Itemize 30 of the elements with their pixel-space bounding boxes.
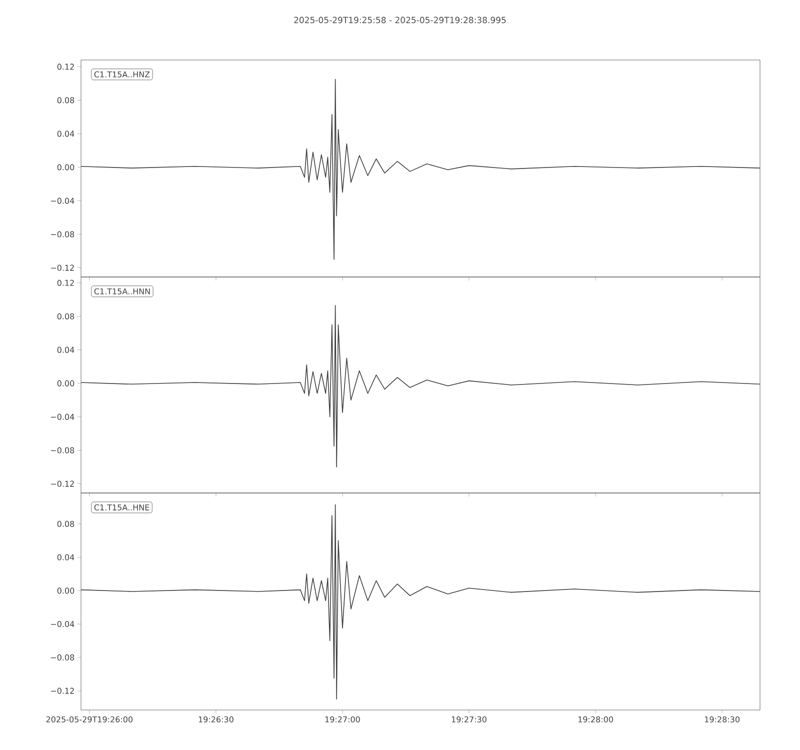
x-tick-label: 19:27:00 bbox=[325, 716, 360, 722]
y-tick-label: −0.04 bbox=[50, 621, 74, 628]
y-tick-label: −0.08 bbox=[50, 654, 74, 660]
y-tick-label: −0.04 bbox=[50, 414, 74, 420]
y-tick-label: −0.08 bbox=[50, 447, 74, 454]
y-tick-label: −0.12 bbox=[50, 264, 74, 271]
y-tick-label: 0.08 bbox=[57, 97, 74, 104]
x-tick-label: 19:27:30 bbox=[452, 716, 486, 722]
y-tick-label: 0.04 bbox=[57, 346, 74, 353]
chart-title: 2025-05-29T19:25:58 - 2025-05-29T19:28:38.995 bbox=[294, 16, 506, 24]
y-tick-label: 0.00 bbox=[57, 588, 74, 594]
x-tick-label: 19:28:30 bbox=[704, 716, 740, 722]
y-tick-label: −0.04 bbox=[50, 198, 74, 204]
x-tick-label: 19:28:00 bbox=[578, 716, 613, 722]
y-tick-label: 0.08 bbox=[57, 520, 74, 527]
y-tick-label: 0.04 bbox=[57, 554, 74, 560]
annotation: C1.T15A..HNZ bbox=[94, 71, 150, 78]
annotation: C1.T15A..HNN bbox=[94, 288, 150, 294]
y-tick-label: 0.12 bbox=[57, 280, 74, 286]
y-tick-label: −0.12 bbox=[50, 688, 74, 694]
y-tick-label: −0.08 bbox=[50, 231, 74, 238]
annotation: C1.T15A..HNE bbox=[94, 504, 150, 510]
x-tick-label: 2025-05-29T19:26:00 bbox=[46, 716, 133, 722]
x-tick-label: 19:26:30 bbox=[198, 716, 234, 722]
y-tick-label: 0.00 bbox=[57, 380, 74, 386]
y-tick-label: 0.04 bbox=[57, 130, 74, 137]
y-tick-label: 0.08 bbox=[57, 313, 74, 320]
y-tick-label: 0.00 bbox=[57, 164, 74, 170]
y-tick-label: 0.12 bbox=[57, 64, 74, 70]
y-tick-label: −0.12 bbox=[50, 480, 74, 487]
